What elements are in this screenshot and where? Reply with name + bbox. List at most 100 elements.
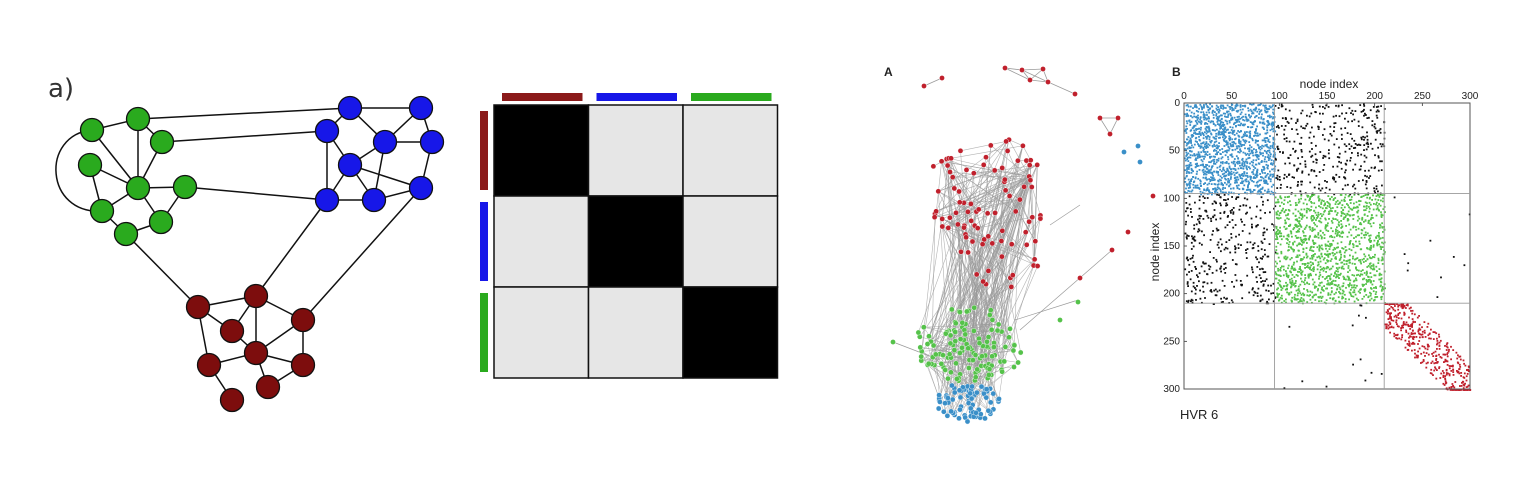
network-node	[943, 330, 949, 337]
adjacency-dot	[1212, 136, 1215, 139]
adjacency-dot	[1284, 288, 1287, 291]
adjacency-dot	[1306, 282, 1309, 285]
adjacency-dot	[1369, 294, 1372, 297]
adjacency-dot	[1270, 292, 1273, 295]
adjacency-dot	[1322, 266, 1325, 269]
adjacency-dot	[1306, 294, 1309, 297]
adjacency-dot	[1235, 110, 1238, 112]
adjacency-dot	[1234, 181, 1236, 184]
adjacency-dot	[1343, 200, 1346, 202]
adjacency-dot	[1195, 121, 1198, 124]
adjacency-dot	[1398, 337, 1401, 340]
network-edge	[938, 139, 1010, 192]
network-edge	[934, 364, 955, 416]
adjacency-dot	[1345, 225, 1347, 227]
network-node	[1034, 263, 1041, 269]
adjacency-dot	[1444, 358, 1447, 361]
adjacency-dot	[1439, 377, 1442, 379]
adjacency-dot	[1276, 292, 1278, 295]
adjacency-dot	[1260, 103, 1262, 105]
adjacency-dot	[1318, 198, 1321, 200]
network-edge	[935, 176, 1030, 212]
adjacency-dot	[1388, 321, 1391, 324]
adjacency-dot	[1224, 115, 1226, 118]
adjacency-dot	[1348, 298, 1350, 301]
adjacency-dot	[1215, 135, 1218, 138]
block-adjacency-matrix	[480, 93, 779, 379]
adjacency-dot	[1450, 389, 1453, 391]
adjacency-dot	[1466, 369, 1468, 371]
adjacency-dot	[1216, 191, 1219, 194]
network-node	[946, 351, 953, 358]
adjacency-dot	[1410, 325, 1412, 328]
adjacency-dot	[1188, 263, 1191, 266]
adjacency-dot	[1245, 249, 1247, 251]
adjacency-dot	[1219, 123, 1222, 126]
adjacency-dot	[1385, 327, 1388, 330]
adjacency-dot	[1264, 175, 1267, 178]
adjacency-dot	[1378, 238, 1381, 240]
adjacency-dot	[1310, 274, 1312, 277]
matrix-cell	[682, 104, 779, 197]
adjacency-dot	[1234, 245, 1236, 248]
adjacency-dot	[1314, 293, 1317, 296]
adjacency-dot	[1227, 158, 1230, 161]
adjacency-dot	[1230, 144, 1232, 146]
adjacency-dot	[1291, 176, 1294, 178]
adjacency-dot	[1205, 137, 1208, 140]
adjacency-dot	[1222, 138, 1225, 141]
adjacency-dot	[1363, 103, 1365, 106]
adjacency-dot	[1239, 177, 1242, 179]
adjacency-dot	[1309, 261, 1312, 264]
adjacency-dot	[1224, 272, 1227, 274]
adjacency-dot	[1446, 355, 1449, 358]
adjacency-dot	[1339, 250, 1342, 252]
adjacency-dot	[1357, 215, 1360, 218]
adjacency-dot	[1325, 229, 1328, 232]
adjacency-dot	[1327, 253, 1330, 256]
adjacency-dot	[1325, 225, 1327, 228]
adjacency-dot	[1203, 188, 1205, 191]
adjacency-dot	[1244, 141, 1247, 144]
adjacency-dot	[1230, 153, 1233, 156]
adjacency-dot	[1214, 111, 1216, 113]
adjacency-dot	[1367, 280, 1370, 283]
adjacency-dot	[1254, 108, 1256, 111]
adjacency-dot	[1224, 107, 1227, 109]
adjacency-dot	[1379, 204, 1382, 207]
adjacency-dot	[1208, 144, 1211, 147]
adjacency-dot	[1194, 154, 1197, 157]
adjacency-dot	[1186, 256, 1189, 259]
adjacency-dot	[1269, 147, 1272, 150]
adjacency-dot	[1237, 162, 1239, 165]
adjacency-dot	[1374, 154, 1376, 157]
adjacency-dot	[1379, 245, 1382, 248]
adjacency-dot	[1223, 135, 1226, 137]
adjacency-dot	[1244, 179, 1247, 181]
adjacency-dot	[1316, 268, 1319, 271]
adjacency-dot	[1259, 257, 1262, 260]
adjacency-dot	[1326, 250, 1329, 253]
adjacency-dot	[1374, 127, 1377, 130]
adjacency-dot	[1299, 243, 1302, 245]
adjacency-dot	[1360, 236, 1363, 239]
network-edge	[933, 160, 1031, 346]
adjacency-dot	[1233, 167, 1236, 170]
network-node	[1001, 358, 1008, 365]
adjacency-dot	[1336, 288, 1338, 291]
adjacency-dot	[1341, 104, 1343, 107]
adjacency-dot	[1288, 195, 1290, 198]
adjacency-dot	[1373, 125, 1376, 128]
adjacency-dot	[1213, 170, 1215, 173]
adjacency-dot	[1210, 133, 1213, 136]
adjacency-dot	[1199, 118, 1201, 121]
adjacency-dot	[1306, 301, 1309, 303]
adjacency-dot	[1330, 267, 1333, 270]
adjacency-dot	[1324, 209, 1326, 212]
adjacency-dot	[1194, 201, 1196, 204]
adjacency-dot	[1308, 115, 1311, 118]
adjacency-dot	[1432, 351, 1435, 354]
adjacency-dot	[1198, 207, 1201, 210]
adjacency-dot	[1258, 274, 1261, 277]
adjacency-dot	[1468, 366, 1470, 369]
